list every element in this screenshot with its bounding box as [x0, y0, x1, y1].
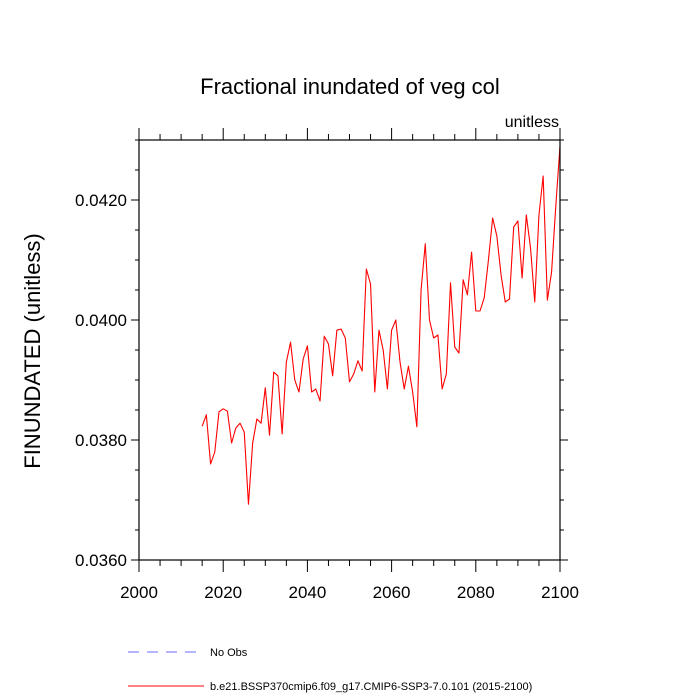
x-tick-label: 2080	[457, 583, 495, 602]
x-tick-label: 2060	[373, 583, 411, 602]
legend: No Obs b.e21.BSSP370cmip6.f09_g17.CMIP6-…	[128, 647, 532, 693]
tick-labels: 2000 2020 2040 2060 2080 2100 0.0360 0.0380 0.04…	[75, 191, 579, 602]
legend-label-model: b.e21.BSSP370cmip6.f09_g17.CMIP6-SSP3-7.…	[210, 681, 532, 693]
x-tick-label: 2020	[204, 583, 242, 602]
y-axis-label: FINUNDATED (unitless)	[20, 233, 45, 469]
axes-layer	[131, 128, 568, 572]
x-tick-label: 2100	[541, 583, 579, 602]
legend-label-no-obs: No Obs	[210, 647, 248, 659]
x-tick-label: 2000	[120, 583, 158, 602]
series-layer	[201, 145, 561, 505]
plot-frame	[138, 139, 561, 561]
y-tick-label: 0.0360	[75, 551, 127, 570]
x-tick-label: 2040	[288, 583, 326, 602]
y-tick-label: 0.0400	[75, 311, 127, 330]
y-tick-label: 0.0420	[75, 191, 127, 210]
y-tick-label: 0.0380	[75, 431, 127, 450]
series-line-model	[201, 145, 561, 505]
units-label: unitless	[505, 114, 559, 131]
chart-title: Fractional inundated of veg col	[200, 74, 500, 99]
